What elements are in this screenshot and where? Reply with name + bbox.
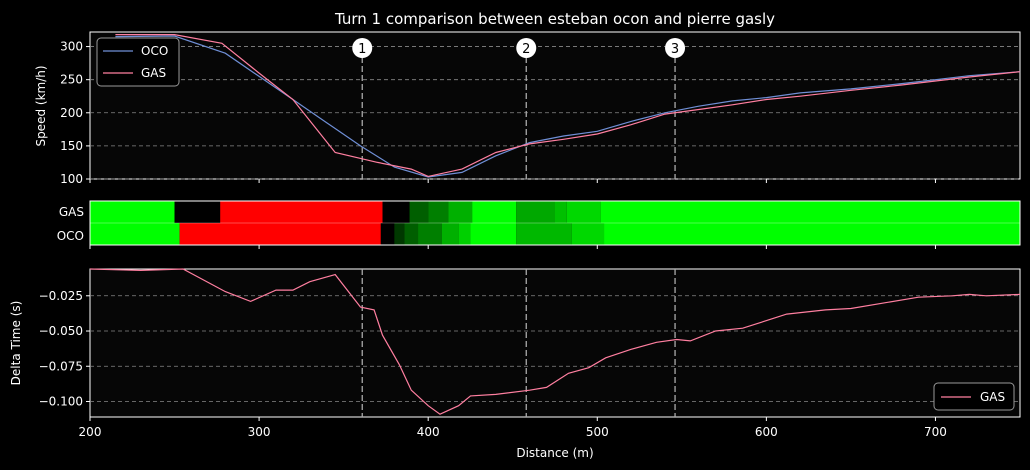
gear-segment-oco <box>516 223 572 245</box>
delta-plot-area <box>89 268 1021 418</box>
gear-row-label-oco: OCO <box>57 229 84 243</box>
gear-segment-oco <box>380 223 395 245</box>
speed-tick-label: 100 <box>60 172 83 186</box>
gear-bars <box>90 201 1020 245</box>
speed-series <box>115 34 1021 178</box>
corner-marker-label: 2 <box>522 42 530 57</box>
gear-segment-gas <box>382 201 410 223</box>
delta-y-axis-label: Delta Time (s) <box>9 301 23 386</box>
delta-tick-label: −0.025 <box>39 289 83 303</box>
delta-gridlines <box>90 295 1020 402</box>
corner-marker-circle <box>665 38 686 58</box>
gear-segment-gas <box>409 201 429 223</box>
gear-segment-gas <box>516 201 555 223</box>
gear-segment-oco <box>571 223 605 245</box>
gear-segment-gas <box>448 201 473 223</box>
x-tick-label: 200 <box>79 425 102 439</box>
x-tick-label: 700 <box>924 425 947 439</box>
gear-segment-oco <box>441 223 459 245</box>
speed-legend-box <box>96 37 180 87</box>
delta-tick-label: −0.100 <box>39 394 83 408</box>
x-tick-label: 600 <box>755 425 778 439</box>
x-tick-label: 500 <box>586 425 609 439</box>
corner-marker-label: 1 <box>358 42 366 57</box>
gear-segment-gas <box>472 201 517 223</box>
speed-y-ticks: 100 150 200 250 300 <box>60 40 90 186</box>
gear-segment-oco <box>418 223 442 245</box>
gear-segment-oco <box>404 223 419 245</box>
gear-segment-oco <box>458 223 471 245</box>
x-tick-label: 400 <box>417 425 440 439</box>
gear-segment-oco <box>394 223 405 245</box>
speed-legend: OCO GAS <box>96 37 180 87</box>
gear-segment-gas <box>174 201 221 223</box>
gear-row-label-gas: GAS <box>59 205 84 219</box>
gear-segment-oco <box>604 223 1020 245</box>
delta-series <box>89 268 1021 415</box>
delta-legend-box <box>933 382 1015 411</box>
gear-segment-gas <box>220 201 383 223</box>
delta-tick-label: −0.050 <box>39 324 83 338</box>
speed-line-gas <box>115 34 1021 178</box>
gear-panel: GAS OCO <box>57 200 1021 246</box>
delta-line-gas <box>89 268 1021 415</box>
delta-corner-lines <box>361 269 676 417</box>
speed-tick-label: 250 <box>60 73 83 87</box>
gear-segment-oco <box>90 223 180 245</box>
x-axis-label: Distance (m) <box>516 446 593 460</box>
legend-label-delta-gas: GAS <box>980 390 1005 404</box>
gear-segment-gas <box>428 201 449 223</box>
chart-title: Turn 1 comparison between esteban ocon a… <box>334 10 775 28</box>
speed-gridlines <box>90 46 1020 180</box>
legend-label-gas: GAS <box>141 66 166 80</box>
gear-segment-gas <box>600 201 1020 223</box>
delta-panel: −0.025 −0.050 −0.075 −0.100 200 300 400 500 600… <box>9 179 1021 460</box>
gear-segment-gas <box>555 201 567 223</box>
delta-tick-label: −0.075 <box>39 359 83 373</box>
speed-panel: 100 150 200 250 300 1 2 3 Speed (km/h) OCO GAS <box>34 31 1021 186</box>
corner-marker-label: 3 <box>671 42 679 57</box>
gear-segment-gas <box>90 201 175 223</box>
x-tick-label: 300 <box>248 425 271 439</box>
speed-plot-area <box>89 31 1021 180</box>
corner-marker-circle <box>516 38 537 58</box>
x-axis-ticks: 200 300 400 500 600 700 <box>79 179 947 439</box>
speed-tick-label: 150 <box>60 139 83 153</box>
speed-tick-label: 300 <box>60 40 83 54</box>
gear-segment-oco <box>470 223 517 245</box>
legend-label-oco: OCO <box>141 44 168 58</box>
speed-y-axis-label: Speed (km/h) <box>34 65 48 146</box>
corner-marker-circle <box>352 38 373 58</box>
gear-segment-oco <box>179 223 381 245</box>
delta-y-ticks: −0.025 −0.050 −0.075 −0.100 <box>39 289 90 408</box>
delta-legend: GAS <box>933 382 1015 411</box>
corner-markers: 1 2 3 <box>352 38 686 179</box>
speed-tick-label: 200 <box>60 106 83 120</box>
gear-segment-gas <box>566 201 601 223</box>
